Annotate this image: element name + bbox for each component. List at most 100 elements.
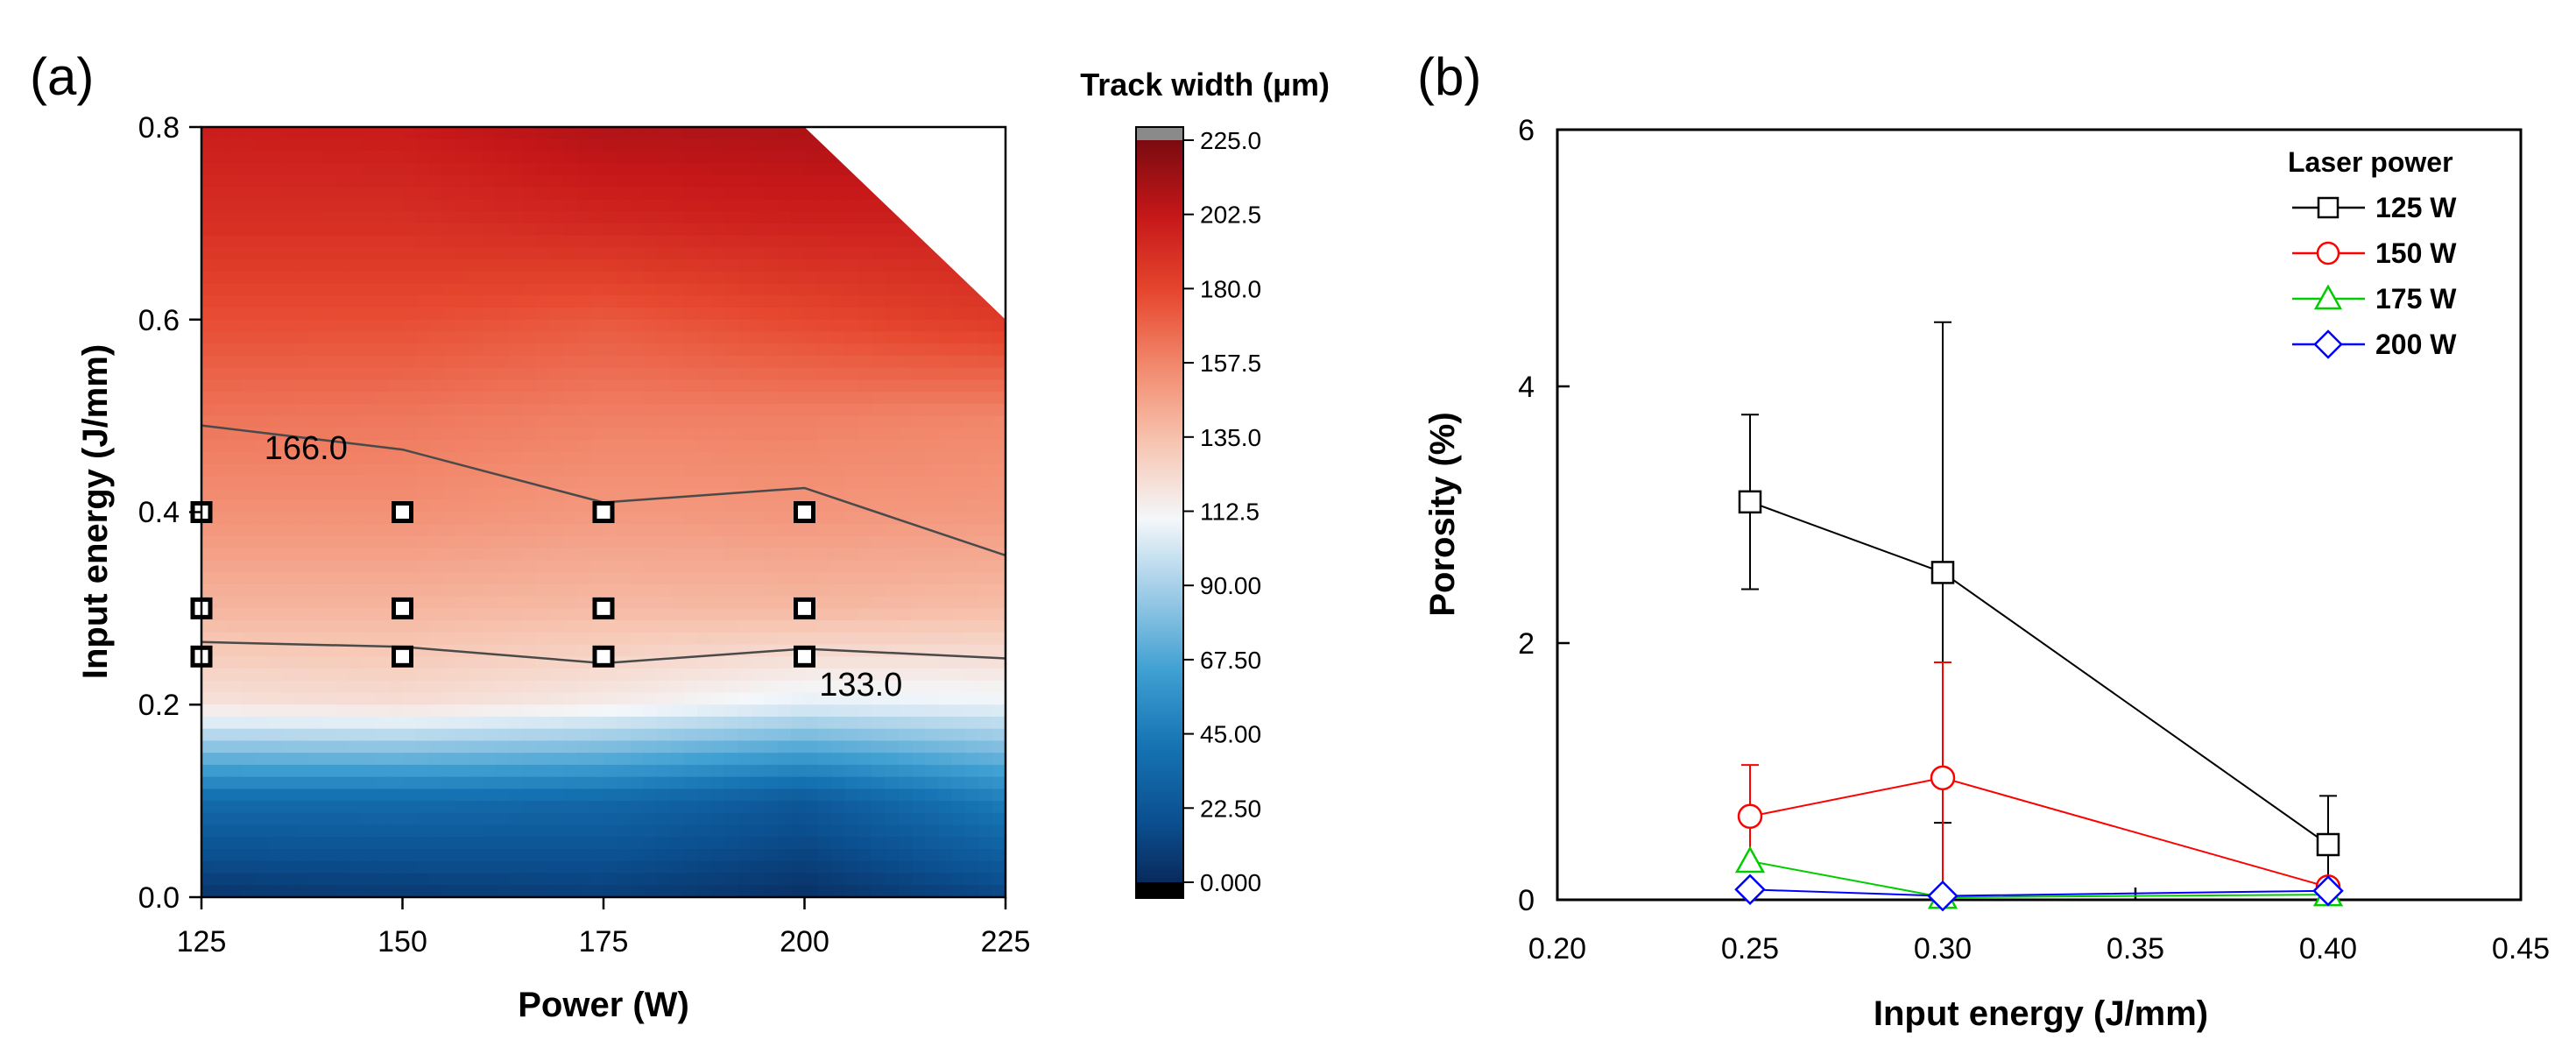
heatmap-cell <box>255 716 270 730</box>
heatmap-cell <box>898 716 913 730</box>
heatmap-cell <box>603 849 618 862</box>
heatmap-cell <box>241 776 256 790</box>
heatmap-cell <box>617 247 632 260</box>
heatmap-cell <box>496 379 511 393</box>
heatmap-cell <box>415 488 430 501</box>
heatmap-cell <box>483 632 498 646</box>
heatmap-cell <box>549 572 564 585</box>
heatmap-cell <box>402 535 417 549</box>
heatmap-cell <box>295 343 310 357</box>
heatmap-cell <box>817 620 832 633</box>
heatmap-cell <box>831 415 846 429</box>
heatmap-cell <box>536 608 551 621</box>
heatmap-cell <box>844 632 859 646</box>
heatmap-cell <box>335 644 350 658</box>
heatmap-cell <box>872 512 886 526</box>
heatmap-cell <box>777 355 792 369</box>
colorbar-tick-label: 0.000 <box>1200 869 1261 896</box>
heatmap-cell <box>751 355 766 369</box>
heatmap-cell <box>723 789 738 802</box>
heatmap-cell <box>738 873 752 887</box>
heatmap-cell <box>589 620 604 633</box>
heatmap-cell <box>670 716 685 730</box>
heatmap-cell <box>657 403 672 417</box>
heatmap-cell <box>268 283 283 297</box>
heatmap-cell <box>509 488 524 501</box>
heatmap-cell <box>738 584 752 598</box>
heatmap-cell <box>723 283 738 297</box>
heatmap-cell <box>617 764 632 778</box>
heatmap-cell <box>536 837 551 850</box>
heatmap-cell <box>455 608 470 621</box>
heatmap-cell <box>402 138 417 152</box>
heatmap-cell <box>536 885 551 897</box>
heatmap-cell <box>255 873 270 887</box>
heatmap-cell <box>844 584 859 598</box>
heatmap-cell <box>281 704 296 718</box>
heatmap-cell <box>281 837 296 850</box>
heatmap-cell <box>925 499 940 513</box>
heatmap-cell <box>563 187 578 201</box>
heatmap-cell <box>321 860 336 874</box>
heatmap-cell <box>362 331 377 345</box>
heatmap-cell <box>911 704 926 718</box>
heatmap-cell <box>697 885 712 897</box>
heatmap-cell <box>992 728 1006 742</box>
heatmap-cell <box>751 608 766 621</box>
heatmap-cell <box>509 283 524 297</box>
heatmap-cell <box>738 295 752 308</box>
heatmap-cell <box>215 223 229 237</box>
heatmap-cell <box>844 403 859 417</box>
heatmap-cell <box>281 524 296 537</box>
heatmap-cell <box>375 163 390 176</box>
heatmap-cell <box>228 512 243 526</box>
heatmap-cell <box>281 403 296 417</box>
heatmap-cell <box>791 199 806 212</box>
heatmap-cell <box>201 776 216 790</box>
heatmap-cell <box>965 632 980 646</box>
heatmap-cell <box>228 440 243 453</box>
heatmap-cell <box>268 451 283 465</box>
heatmap-cell <box>389 451 404 465</box>
heatmap-cell <box>402 776 417 790</box>
heatmap-cell <box>938 403 953 417</box>
heatmap-cell <box>215 488 229 501</box>
heatmap-cell <box>442 415 457 429</box>
heatmap-cell <box>321 753 336 766</box>
heatmap-cell <box>455 740 470 753</box>
heatmap-cell <box>697 283 712 297</box>
heatmap-cell <box>483 873 498 887</box>
heatmap-cell <box>831 428 846 441</box>
heatmap-cell <box>697 728 712 742</box>
heatmap-cell <box>751 367 766 381</box>
heatmap-cell <box>710 608 725 621</box>
heatmap-cell <box>402 680 417 694</box>
heatmap-cell <box>723 295 738 308</box>
heatmap-cell <box>751 295 766 308</box>
heatmap-cell <box>201 127 216 140</box>
heatmap-cell <box>429 801 444 814</box>
heatmap-cell <box>857 235 872 249</box>
heatmap-cell <box>255 295 270 308</box>
heatmap-cell <box>496 199 511 212</box>
heatmap-cell <box>951 764 966 778</box>
heatmap-cell <box>938 440 953 453</box>
heatmap-cell <box>911 740 926 753</box>
heatmap-cell <box>389 283 404 297</box>
heatmap-cell <box>563 668 578 682</box>
heatmap-cell <box>335 812 350 826</box>
heatmap-cell <box>455 512 470 526</box>
heatmap-cell <box>402 271 417 285</box>
heatmap-cell <box>335 488 350 501</box>
heatmap-cell <box>911 789 926 802</box>
heatmap-cell <box>872 403 886 417</box>
heatmap-cell <box>938 584 953 598</box>
heatmap-cell <box>321 620 336 633</box>
heatmap-cell <box>295 837 310 850</box>
heatmap-cell <box>885 885 900 897</box>
heatmap-cell <box>885 860 900 874</box>
heatmap-cell <box>215 512 229 526</box>
heatmap-cell <box>429 644 444 658</box>
heatmap-cell <box>321 451 336 465</box>
heatmap-cell <box>978 379 993 393</box>
